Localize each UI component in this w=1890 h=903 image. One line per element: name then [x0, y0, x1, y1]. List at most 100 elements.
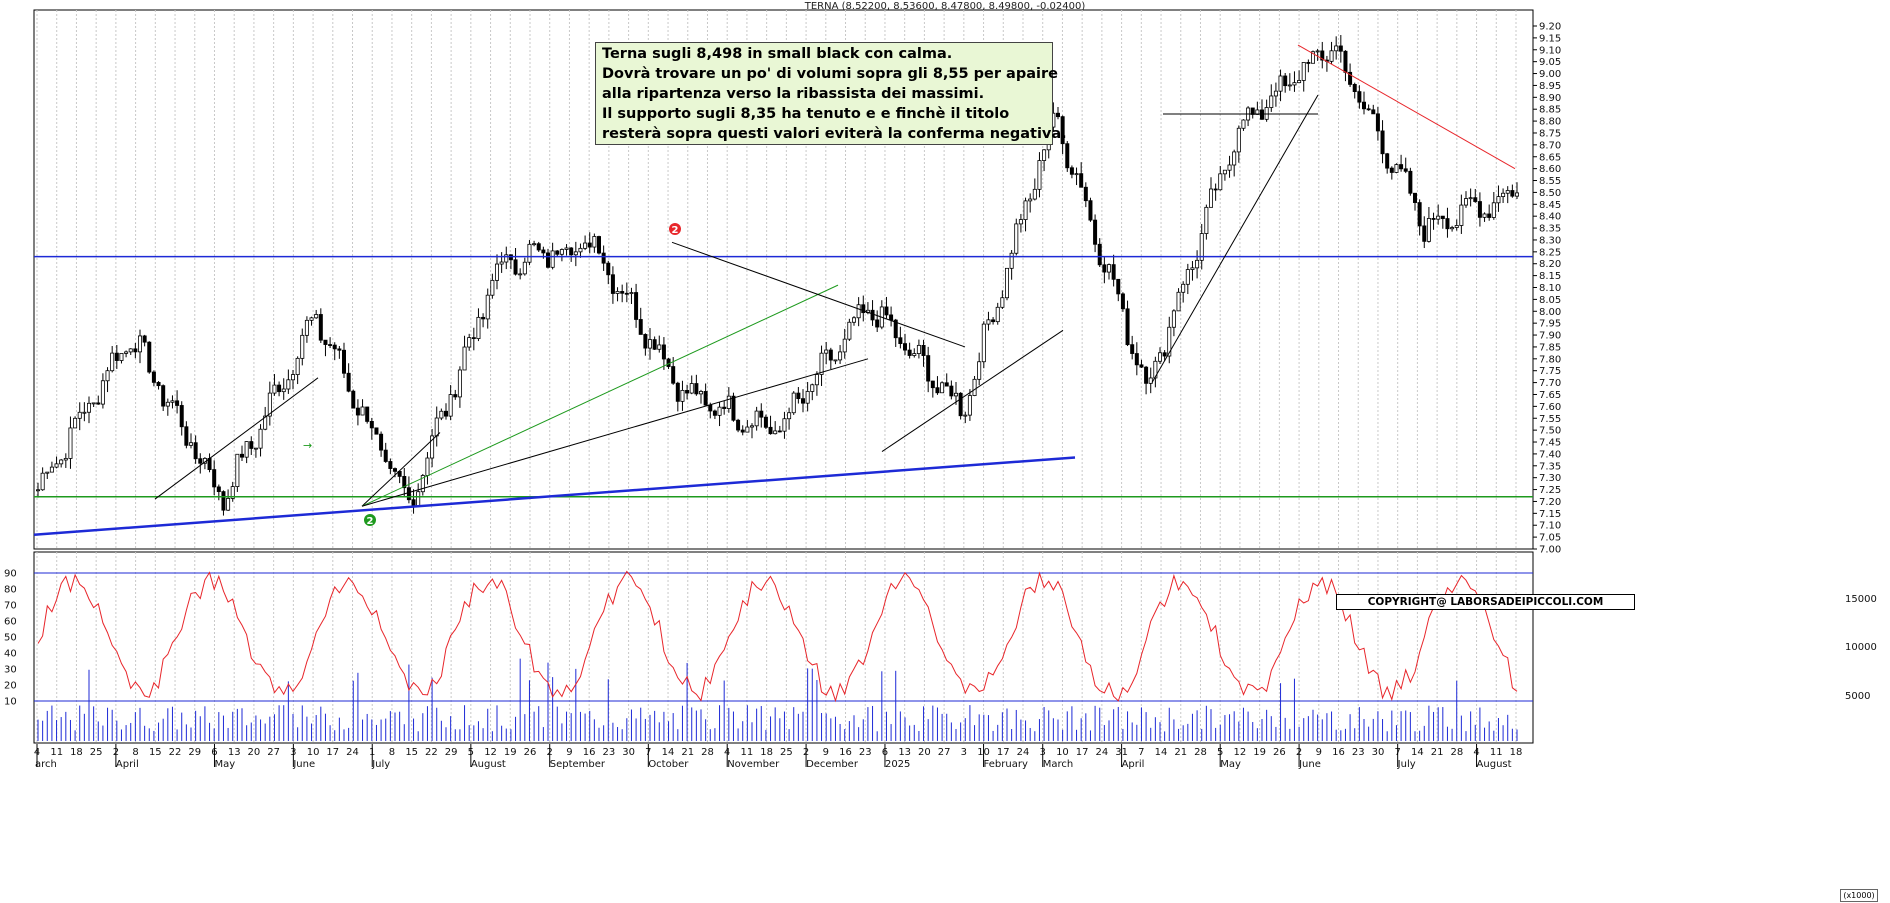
- support-trendline: [881, 329, 1064, 452]
- price-y-label: 8.00: [1539, 307, 1561, 318]
- candle-body: [1385, 153, 1390, 169]
- candle-body: [657, 344, 662, 350]
- candle-body: [379, 433, 384, 451]
- candle-body: [624, 292, 629, 295]
- candle-body: [286, 379, 291, 390]
- candle-body: [893, 319, 898, 339]
- price-y-label: 7.35: [1539, 461, 1561, 472]
- candle-body: [903, 343, 908, 351]
- oscillator-line: [37, 570, 1518, 703]
- red-resistance-trendline: [1297, 44, 1516, 170]
- candle-body: [527, 243, 532, 263]
- candle-body: [661, 344, 666, 360]
- candle-body: [425, 457, 430, 476]
- candle-body: [36, 489, 41, 492]
- candle-body: [63, 458, 68, 461]
- candle-body: [1371, 109, 1376, 115]
- price-y-label: 9.00: [1539, 69, 1561, 80]
- candle-body: [411, 499, 416, 507]
- candle-body: [921, 344, 926, 356]
- x-tick-label: 16: [839, 747, 852, 758]
- candle-body: [1366, 108, 1371, 111]
- candle-body: [1431, 218, 1436, 220]
- candle-body: [559, 249, 564, 255]
- price-y-label: 7.75: [1539, 366, 1561, 377]
- x-tick-label: 11: [741, 747, 754, 758]
- candle-body: [856, 304, 861, 319]
- candle-body: [1097, 243, 1102, 266]
- candle-body: [1093, 219, 1098, 245]
- x-month-label: October: [648, 759, 689, 770]
- annotation-line-3: alla ripartenza verso la ribassista dei …: [602, 86, 985, 102]
- candle-body: [1222, 169, 1227, 175]
- x-month-label: August: [471, 759, 506, 770]
- candle-body: [504, 254, 509, 263]
- candle-body: [935, 387, 940, 394]
- candle-body: [870, 309, 875, 321]
- candle-body: [137, 335, 142, 353]
- candle-body: [777, 430, 782, 433]
- candle-body: [91, 402, 96, 405]
- candle-body: [434, 417, 439, 437]
- candle-body: [991, 319, 996, 323]
- candle-body: [300, 334, 305, 359]
- candle-body: [930, 380, 935, 389]
- candle-body: [842, 338, 847, 353]
- price-y-label: 7.15: [1539, 509, 1561, 520]
- candle-body: [314, 314, 319, 319]
- price-panel-frame: [33, 9, 1534, 550]
- candle-body: [230, 486, 235, 499]
- candle-body: [824, 349, 829, 354]
- candle-body: [1287, 84, 1292, 87]
- x-tick-label: 17: [997, 747, 1010, 758]
- candle-body: [263, 415, 268, 430]
- candle-body: [648, 339, 653, 349]
- price-y-label: 8.80: [1539, 117, 1561, 128]
- candle-body: [750, 425, 755, 428]
- candle-body: [1440, 215, 1445, 219]
- candle-body: [402, 476, 407, 489]
- price-y-label: 8.05: [1539, 295, 1561, 306]
- candle-body: [518, 273, 523, 276]
- x-tick-label: 8: [132, 747, 138, 758]
- candle-body: [341, 349, 346, 374]
- osc-y-label: 40: [4, 649, 17, 660]
- candle-body: [1232, 151, 1237, 166]
- candle-body: [184, 426, 189, 446]
- osc-y-label: 20: [4, 681, 17, 692]
- candle-body: [272, 384, 277, 394]
- x-month-label: arch: [35, 759, 57, 770]
- price-y-label: 9.05: [1539, 57, 1561, 68]
- candle-body: [124, 351, 129, 354]
- candle-body: [954, 392, 959, 397]
- green-arrow-icon: →: [303, 439, 312, 452]
- candle-body: [82, 411, 87, 414]
- candle-body: [40, 472, 45, 491]
- candle-body: [564, 247, 569, 250]
- candle-body: [801, 398, 806, 404]
- candle-body: [578, 247, 583, 253]
- candle-body: [1468, 197, 1473, 200]
- candle-body: [838, 351, 843, 361]
- x-tick-label: 23: [859, 747, 872, 758]
- candle-body: [1088, 200, 1093, 221]
- candle-body: [443, 410, 448, 417]
- price-y-label: 8.35: [1539, 224, 1561, 235]
- x-tick-label: 8: [389, 747, 395, 758]
- candle-body: [147, 341, 152, 373]
- candle-body: [768, 426, 773, 435]
- candle-body: [1032, 188, 1037, 200]
- candle-body: [629, 292, 634, 295]
- price-y-label: 8.15: [1539, 271, 1561, 282]
- x-month-label: February: [984, 759, 1028, 770]
- candle-body: [226, 498, 231, 511]
- candle-body: [360, 406, 365, 416]
- x-tick-label: 23: [603, 747, 616, 758]
- candle-body: [1464, 198, 1469, 206]
- candle-body: [1000, 297, 1005, 308]
- candle-body: [712, 410, 717, 416]
- marker-2-green-label: 2: [367, 516, 374, 527]
- price-y-label: 7.65: [1539, 390, 1561, 401]
- candle-body: [597, 236, 602, 254]
